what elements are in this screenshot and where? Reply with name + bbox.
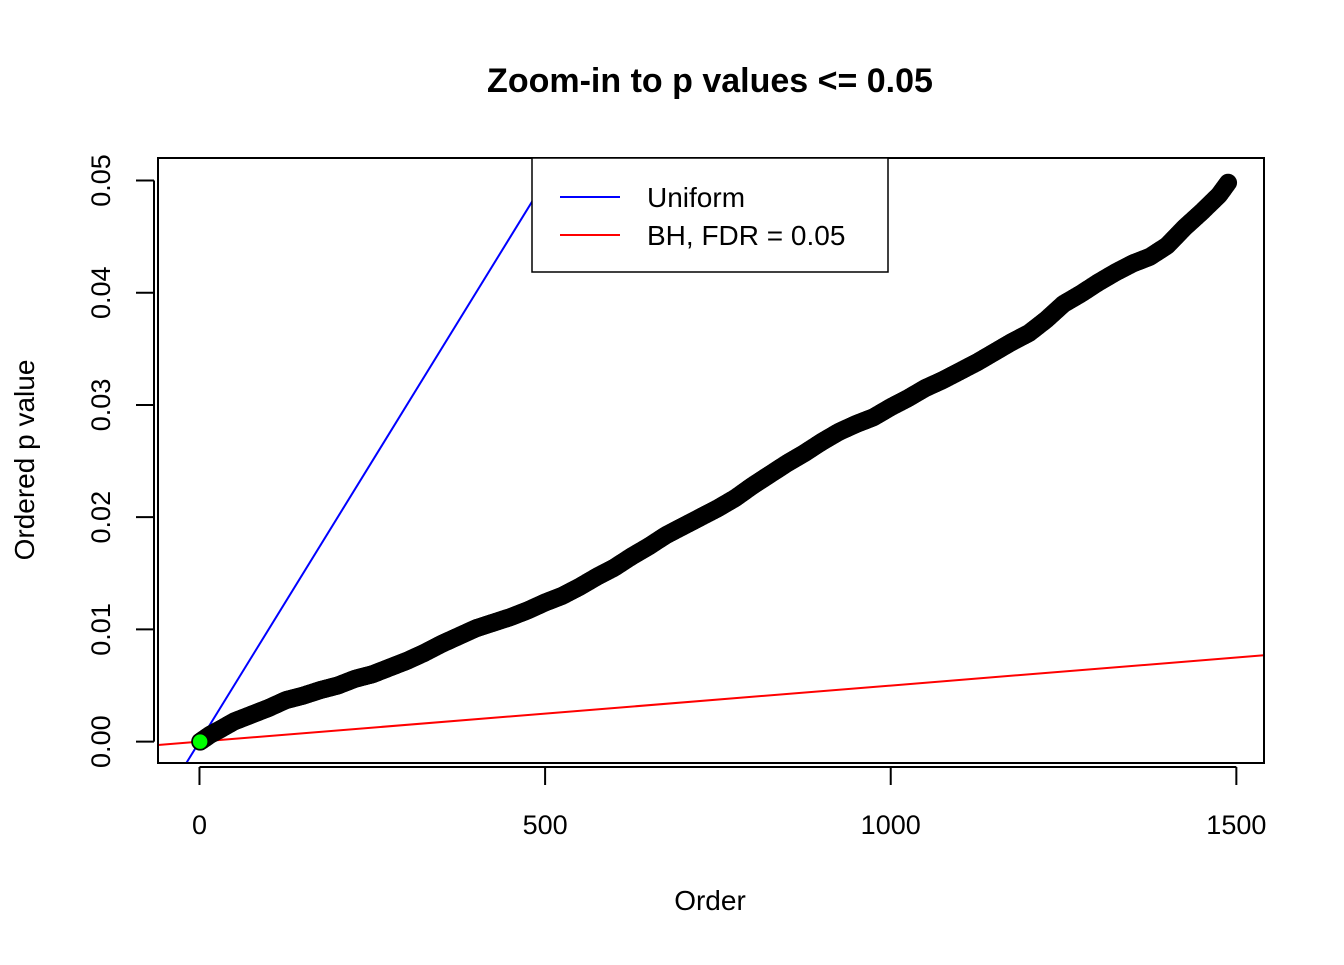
plot-area (157, 157, 1265, 764)
data-points (191, 173, 1238, 751)
plot-clip-group (158, 158, 1264, 763)
x-tick-label: 0 (192, 810, 207, 840)
x-tick-label: 1500 (1206, 810, 1266, 840)
data-point (1219, 173, 1238, 192)
x-axis-label: Order (674, 885, 746, 916)
reference-line-uniform (185, 158, 561, 763)
x-axis: 0 500 1000 1500 (192, 766, 1266, 840)
y-tick-label: 0.05 (86, 154, 116, 207)
legend-box (531, 157, 889, 273)
legend-label: Uniform (647, 182, 745, 213)
y-tick-label: 0.00 (86, 715, 116, 768)
legend-label: BH, FDR = 0.05 (647, 220, 845, 251)
y-tick-label: 0.03 (86, 379, 116, 432)
y-tick-label: 0.02 (86, 491, 116, 544)
x-tick-label: 500 (523, 810, 568, 840)
reference-line-bh (158, 654, 1264, 747)
y-axis-label: Ordered p value (9, 360, 40, 561)
legend: Uniform BH, FDR = 0.05 (531, 157, 889, 273)
y-tick-label: 0.04 (86, 266, 116, 319)
x-tick-label: 1000 (861, 810, 921, 840)
highlighted-point (191, 732, 209, 751)
y-tick-label: 0.01 (86, 603, 116, 656)
y-axis: 0.00 0.01 0.02 0.03 0.04 0.05 (86, 154, 155, 768)
chart-title: Zoom-in to p values <= 0.05 (487, 62, 933, 100)
